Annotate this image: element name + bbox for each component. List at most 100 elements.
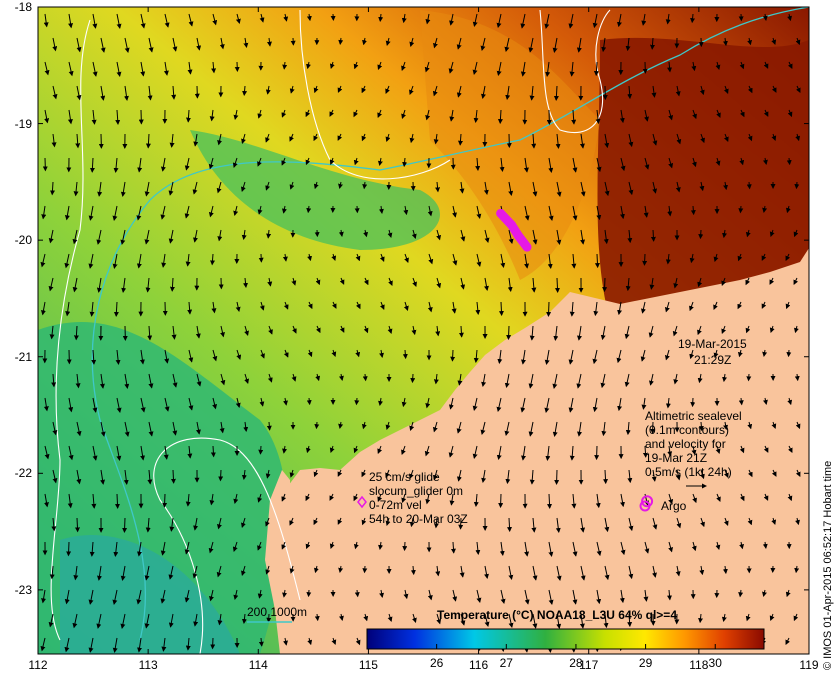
velocity-arrow [209, 589, 214, 602]
time-label: 21:29Z [694, 353, 732, 367]
velocity-arrow [601, 421, 607, 437]
velocity-arrow [596, 541, 602, 557]
velocity-arrow [378, 205, 384, 215]
altimetry-line-3: and velocity for [645, 437, 726, 451]
velocity-arrow [41, 589, 47, 604]
velocity-arrow [282, 61, 288, 70]
velocity-arrow [401, 445, 406, 456]
velocity-arrow [577, 421, 583, 437]
velocity-arrow [529, 85, 535, 101]
velocity-arrow [739, 61, 745, 70]
velocity-arrow [385, 469, 390, 478]
velocity-arrow [339, 613, 344, 621]
velocity-arrow [212, 349, 218, 362]
velocity-arrow [401, 13, 407, 24]
velocity-arrow [244, 325, 249, 336]
velocity-arrow [313, 517, 319, 526]
velocity-arrow [456, 469, 462, 482]
velocity-arrow [289, 517, 294, 526]
velocity-arrow [171, 325, 177, 340]
velocity-arrow [628, 181, 634, 196]
velocity-arrow [43, 397, 49, 412]
velocity-arrow [337, 133, 343, 141]
velocity-arrow [652, 565, 657, 578]
contour-1000m [153, 437, 301, 654]
velocity-arrow [649, 277, 655, 290]
velocity-arrow [572, 205, 578, 221]
velocity-arrow [722, 565, 728, 575]
velocity-arrow [283, 13, 289, 22]
velocity-arrow [793, 277, 799, 286]
velocity-arrow [520, 13, 526, 29]
velocity-arrow [596, 205, 602, 221]
velocity-arrow [338, 565, 344, 573]
velocity-arrow [593, 301, 599, 317]
colorbar-tick-label: 28 [569, 656, 583, 670]
glider-track [496, 208, 532, 252]
velocity-arrow [379, 349, 384, 359]
velocity-arrow [524, 253, 530, 269]
velocity-arrow [412, 277, 417, 288]
velocity-arrow [241, 133, 246, 144]
velocity-arrow [243, 421, 249, 433]
velocity-arrow [795, 517, 800, 526]
velocity-arrow [665, 13, 671, 25]
velocity-arrow [763, 445, 769, 453]
velocity-arrow [739, 493, 745, 502]
contour-1000m [50, 19, 91, 641]
lon-tick-label: 115 [358, 658, 378, 672]
velocity-arrow [219, 421, 225, 434]
velocity-arrow [281, 205, 287, 214]
velocity-arrow [66, 541, 72, 557]
velocity-arrow [595, 109, 601, 125]
velocity-arrow [604, 133, 610, 149]
velocity-arrow [339, 277, 345, 285]
glider-line-3: 0-72m vel [369, 498, 422, 512]
velocity-arrow [649, 37, 655, 50]
velocity-arrow [257, 109, 263, 119]
velocity-arrow [355, 637, 361, 646]
velocity-arrow [435, 565, 441, 577]
velocity-arrow [553, 325, 559, 341]
velocity-arrow [620, 541, 626, 556]
altimetry-line-2: (0.1m contours) [645, 423, 730, 437]
velocity-arrow [552, 37, 558, 53]
velocity-arrow [432, 469, 438, 481]
velocity-arrow [241, 613, 247, 625]
velocity-arrow [747, 85, 753, 94]
velocity-arrow [99, 373, 105, 389]
velocity-arrow [171, 85, 177, 100]
velocity-arrow [96, 229, 102, 245]
velocity-arrow [472, 13, 478, 28]
velocity-arrow [715, 541, 721, 551]
velocity-arrow [528, 37, 534, 53]
velocity-arrow [193, 517, 199, 531]
velocity-arrow [504, 421, 510, 437]
velocity-arrow [795, 85, 801, 94]
velocity-arrow [74, 517, 80, 533]
velocity-arrow [257, 589, 263, 599]
velocity-arrow [377, 493, 383, 502]
velocity-arrow [115, 349, 121, 365]
velocity-arrow [403, 205, 409, 216]
velocity-arrow [664, 301, 670, 313]
velocity-arrow [745, 229, 751, 238]
velocity-arrow [627, 229, 633, 244]
velocity-arrow [219, 37, 225, 50]
velocity-arrow [448, 445, 454, 458]
velocity-arrow [548, 157, 554, 173]
velocity-arrow [763, 61, 769, 69]
velocity-arrow [44, 109, 50, 124]
velocity-arrow [665, 253, 671, 265]
velocity-arrow [508, 229, 514, 245]
velocity-arrow [577, 325, 582, 341]
velocity-arrow [329, 157, 335, 165]
velocity-arrow [721, 613, 727, 623]
velocity-arrow [136, 253, 142, 269]
velocity-arrow [258, 637, 264, 647]
velocity-arrow [432, 421, 438, 433]
velocity-arrow [641, 13, 647, 26]
velocity-arrow [338, 181, 343, 189]
velocity-arrow [520, 397, 526, 413]
velocity-arrow [484, 613, 490, 627]
